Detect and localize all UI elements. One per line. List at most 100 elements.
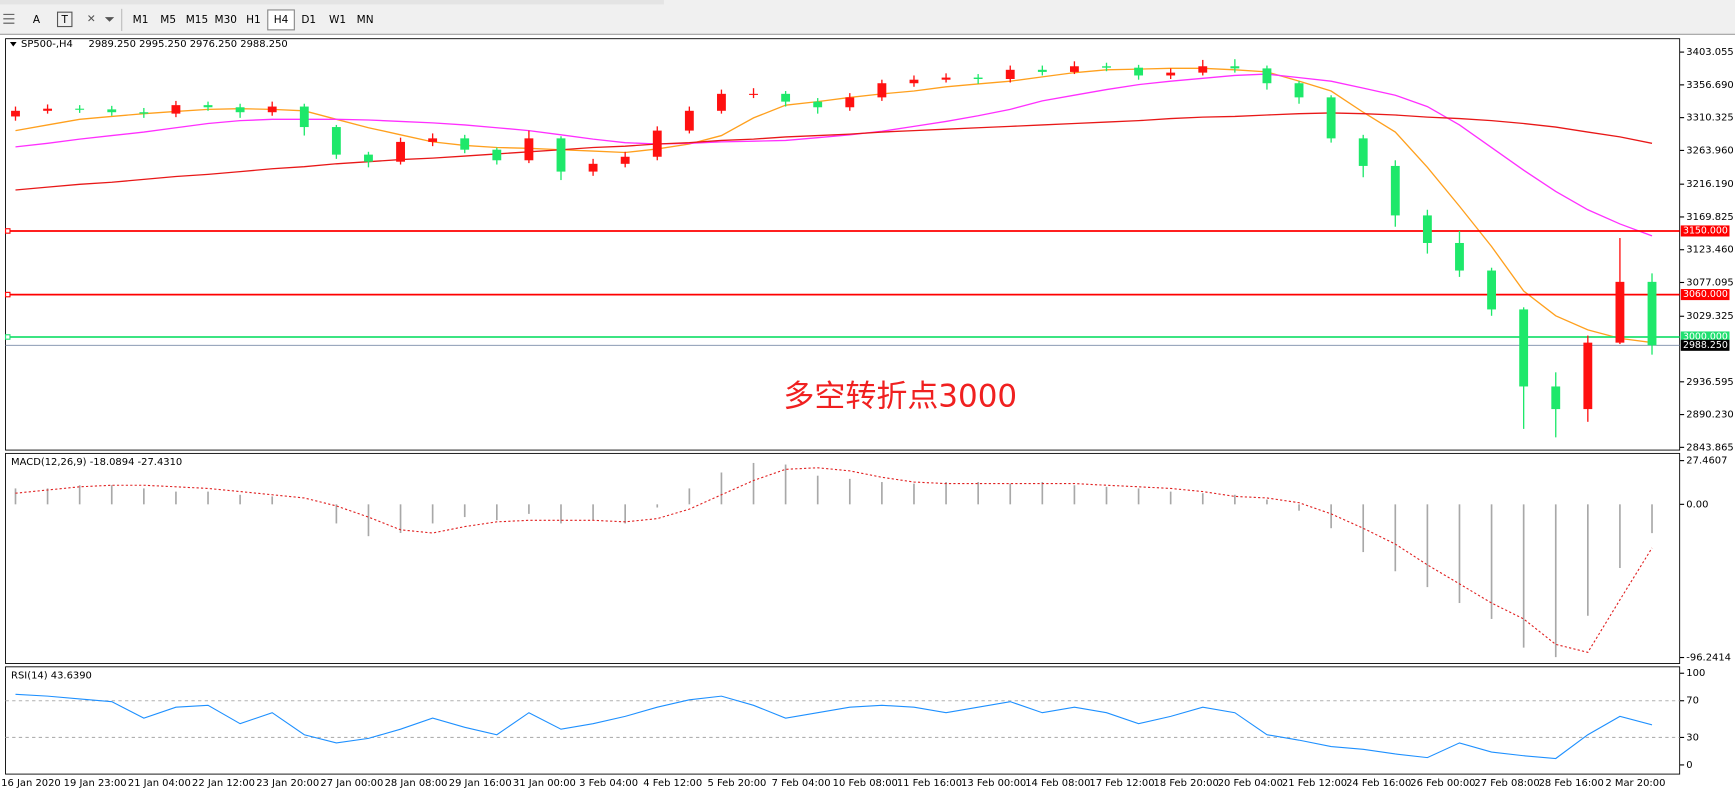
candle-body (1326, 97, 1336, 139)
candle-body (1294, 83, 1304, 98)
timeframe-button[interactable]: W1 (329, 14, 346, 26)
level-handle (4, 334, 11, 340)
candle-body (524, 138, 534, 161)
menu-icon[interactable] (3, 13, 15, 24)
y-tick-label: 2936.595 (1686, 377, 1733, 388)
x-tick-label: 13 Feb 00:00 (961, 778, 1026, 789)
timeframe-button[interactable]: MN (357, 14, 374, 26)
level-tag (1680, 225, 1730, 237)
level-label: 3060.000 (1683, 289, 1728, 300)
y-tick-label: 3077.095 (1686, 277, 1733, 288)
x-tick-label: 17 Feb 12:00 (1089, 778, 1154, 789)
timeframe-button[interactable]: H4 (274, 14, 289, 26)
moving-average (15, 67, 1653, 344)
y-tick-label: 3029.325 (1686, 311, 1733, 322)
candle-body (684, 110, 694, 131)
candle-body (749, 93, 758, 95)
x-tick-label: 11 Feb 16:00 (897, 778, 962, 789)
timeframe-button[interactable]: M5 (160, 14, 176, 26)
candle-body (107, 109, 117, 113)
candle-body (556, 138, 566, 172)
timeframe-active[interactable] (267, 9, 295, 31)
candle-body (171, 105, 181, 114)
y-tick-label: 3403.055 (1686, 47, 1733, 58)
y-tick-label: 3123.460 (1686, 245, 1733, 256)
timeframe-button[interactable]: M1 (133, 14, 149, 26)
candle-body (1615, 281, 1625, 343)
candle-body (1647, 281, 1657, 346)
candle-body (781, 93, 791, 102)
panel-frame (5, 38, 1681, 451)
candle-body (267, 106, 277, 113)
x-tick-label: 3 Feb 04:00 (579, 778, 638, 789)
timeframes: M1 M5 M15 M30 H1 H4 D1 W1 MN (133, 9, 374, 31)
level-label: 2988.250 (1683, 340, 1728, 351)
tool-label[interactable]: T (61, 14, 69, 26)
candle-body (717, 93, 726, 111)
candle-body (1198, 66, 1208, 73)
candle-body (43, 108, 53, 111)
candle-body (75, 108, 85, 110)
candle-body (1230, 66, 1240, 69)
candle-body (1166, 72, 1176, 76)
candle-body (492, 149, 502, 161)
x-tick-label: 20 Feb 04:00 (1218, 778, 1283, 789)
candle-body (428, 138, 438, 142)
level-label: 3000.000 (1683, 331, 1728, 342)
level-tag (1680, 331, 1730, 343)
level-tag (1680, 289, 1730, 301)
candle-body (1358, 138, 1368, 166)
moving-average (15, 112, 1653, 191)
candle-body (364, 154, 373, 162)
x-tick-label: 29 Jan 16:00 (449, 778, 512, 789)
x-tick-label: 24 Feb 16:00 (1346, 778, 1411, 789)
timeframe-button[interactable]: H1 (246, 14, 261, 26)
y-tick-label: 2843.865 (1686, 442, 1733, 453)
candle-body (1102, 66, 1111, 68)
candle-body (1134, 67, 1144, 76)
candle-body (1519, 309, 1529, 387)
x-tick-label: 27 Feb 08:00 (1474, 778, 1539, 789)
candle-body (1487, 270, 1496, 310)
x-tick-label: 4 Feb 12:00 (643, 778, 702, 789)
y-tick-label: 3356.690 (1686, 80, 1733, 91)
tool-text[interactable]: A (33, 14, 41, 26)
timeframe-button[interactable]: D1 (301, 14, 316, 26)
x-tick-label: 19 Jan 23:00 (64, 778, 127, 789)
x-tick-label: 7 Feb 04:00 (772, 778, 831, 789)
timeframe-button[interactable]: M15 (186, 14, 208, 26)
signal-line (15, 467, 1653, 653)
tool-box[interactable] (56, 11, 73, 28)
timeframe-button[interactable]: M30 (215, 14, 237, 26)
panel-title: MACD(12,26,9) -18.0894 -27.4310 (11, 457, 182, 468)
toolbar-top (0, 0, 664, 5)
x-tick-label: 5 Feb 20:00 (707, 778, 766, 789)
x-tick-label: 23 Jan 20:00 (256, 778, 319, 789)
candle-body (235, 107, 245, 113)
x-tick-label: 28 Jan 08:00 (385, 778, 448, 789)
candle-body (1069, 66, 1079, 72)
candle-body (460, 138, 470, 150)
candle-body (1390, 165, 1400, 216)
x-tick-label: 14 Feb 08:00 (1025, 778, 1090, 789)
candle-body (620, 156, 630, 164)
candle-body (1262, 68, 1272, 84)
candle-body (973, 77, 983, 79)
x-tick-label: 31 Jan 00:00 (513, 778, 576, 789)
candle-body (1551, 386, 1561, 410)
y-tick-label: 70 (1686, 696, 1699, 707)
chart-title: SP500-,H4 (21, 39, 73, 50)
y-tick-label: 3310.325 (1686, 113, 1733, 124)
toolbar: A T M1 M5 M15 M30 H1 H4 D1 W1 MN (0, 0, 1735, 35)
level-handle (4, 228, 11, 234)
tool-arrows[interactable] (88, 15, 115, 22)
candle-body (331, 127, 341, 155)
y-tick-label: 27.4607 (1686, 456, 1727, 467)
candle-body (1455, 242, 1464, 271)
y-tick-label: 3263.960 (1686, 145, 1733, 156)
candle-body (1037, 69, 1047, 72)
candle-body (813, 101, 823, 108)
x-tick-label: 18 Feb 20:00 (1154, 778, 1219, 789)
